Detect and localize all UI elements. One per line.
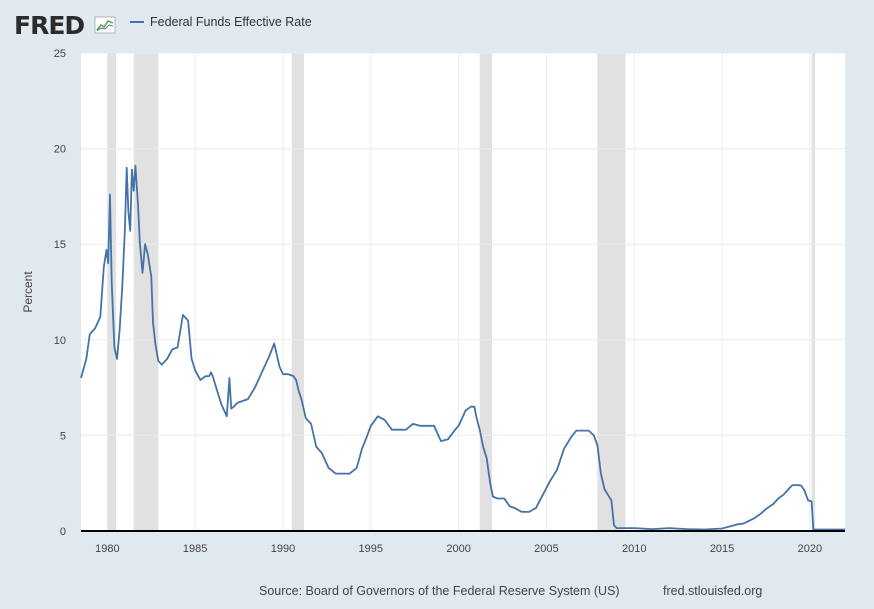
recession-band-4	[597, 53, 626, 531]
fred-logo-text: FRED	[14, 11, 85, 40]
x-tick-label-5: 2005	[534, 543, 558, 555]
series-layer	[80, 164, 845, 531]
y-axis-label: Percent	[21, 271, 35, 313]
recession-band-3	[479, 53, 492, 531]
legend-swatch	[130, 21, 144, 23]
trend-line-icon	[94, 16, 116, 34]
x-tick-label-2: 1990	[271, 543, 295, 555]
x-tick-labels: 1980 1985 1990 1995 2000 2005 2010 2015 2020	[95, 543, 822, 555]
recession-band-1	[133, 53, 159, 531]
x-tick-label-7: 2015	[710, 543, 734, 555]
chart-legend: Federal Funds Effective Rate	[130, 15, 312, 29]
site-link[interactable]: fred.stlouisfed.org	[663, 584, 763, 598]
recession-band-2	[291, 53, 305, 531]
x-tick-label-4: 2000	[446, 543, 470, 555]
grid-lines	[81, 52, 845, 531]
x-tick-label-3: 1995	[359, 543, 383, 555]
fred-logo[interactable]: FRED	[14, 11, 124, 40]
source-note: Source: Board of Governors of the Federa…	[259, 584, 620, 598]
y-tick-label-3: 15	[54, 239, 66, 251]
chart-footer: Source: Board of Governors of the Federa…	[0, 584, 874, 602]
y-tick-label-1: 5	[60, 430, 66, 442]
y-tick-label-0: 0	[60, 526, 66, 538]
x-tick-label-0: 1980	[95, 543, 119, 555]
recession-band-5	[811, 53, 816, 531]
legend-label: Federal Funds Effective Rate	[150, 15, 312, 29]
series-line-0	[80, 164, 845, 531]
x-tick-label-1: 1985	[183, 543, 207, 555]
y-tick-label-5: 25	[54, 48, 66, 60]
y-tick-label-4: 20	[54, 144, 66, 156]
x-tick-label-8: 2020	[798, 543, 822, 555]
y-tick-label-2: 10	[54, 335, 66, 347]
y-tick-labels: 0 5 10 15 20 25	[54, 48, 66, 538]
plot-area	[81, 53, 845, 531]
x-tick-label-6: 2010	[622, 543, 646, 555]
